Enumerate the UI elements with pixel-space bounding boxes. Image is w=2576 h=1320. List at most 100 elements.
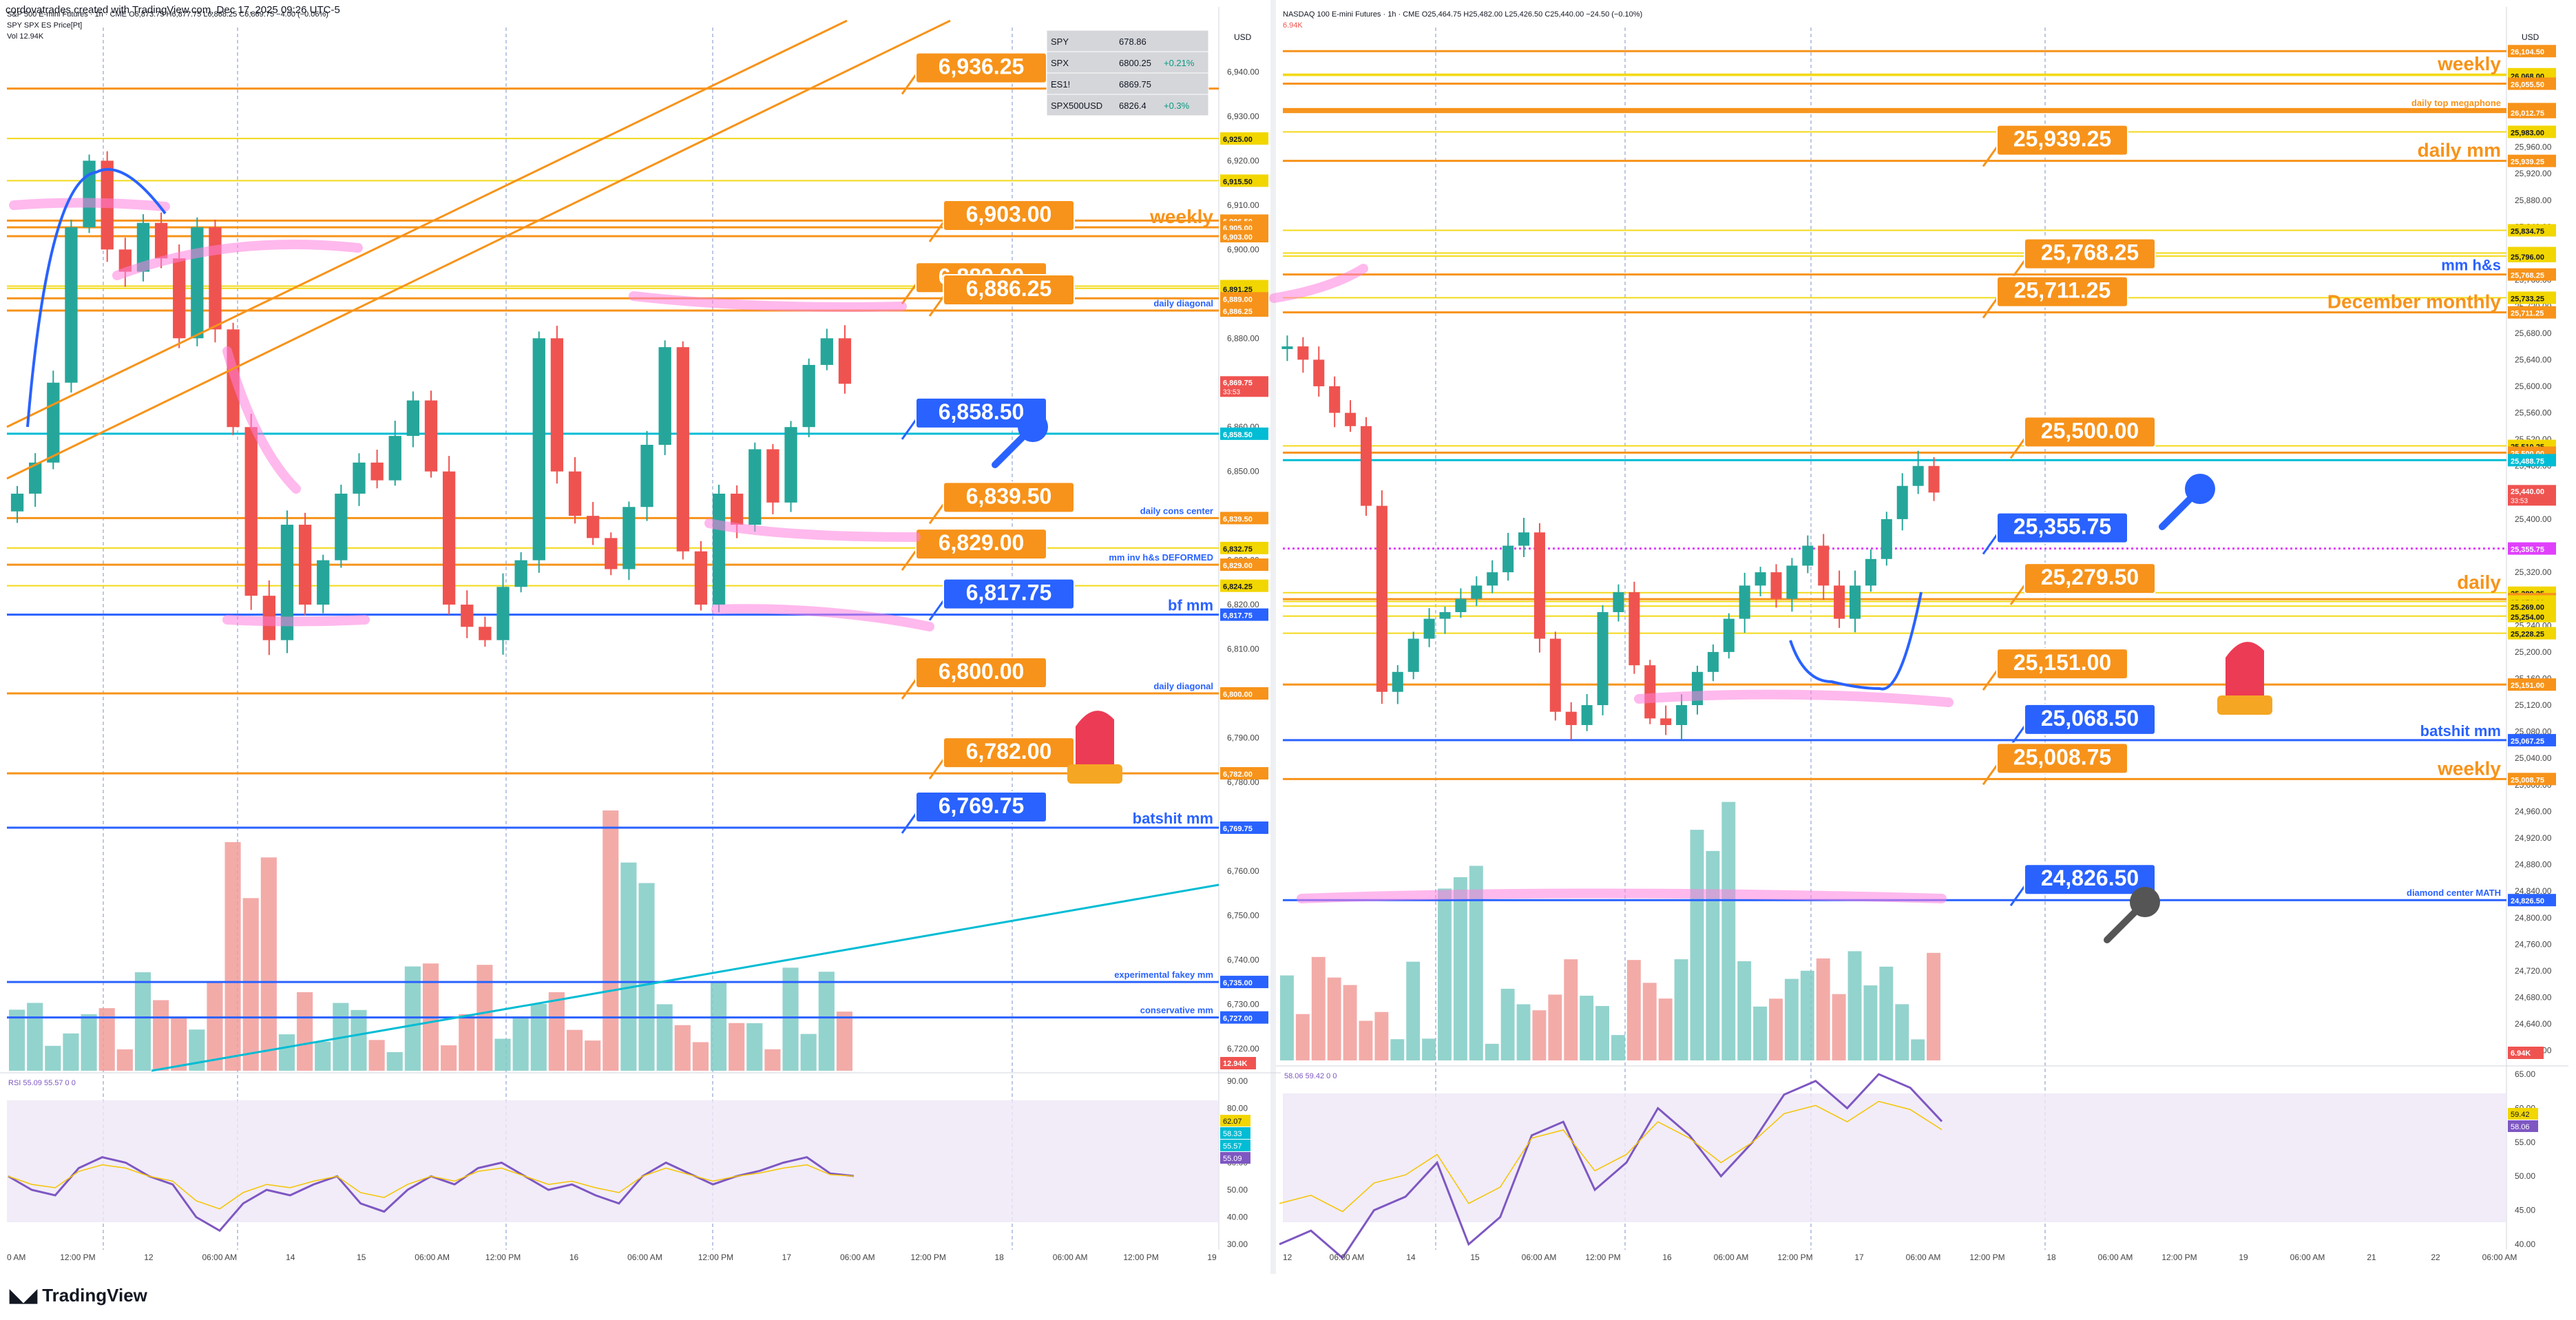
pink-highlight-stroke: [1634, 689, 1954, 707]
es-rsi-tick: 50.00: [1227, 1185, 1248, 1195]
es-rsi-tag: [1220, 1115, 1250, 1127]
es-callout-pointer: [928, 503, 945, 525]
es-callout-pointer: [901, 813, 917, 834]
lipstick-icon: [2226, 642, 2264, 695]
es-price-tick: 6,930.00: [1227, 112, 1259, 121]
orange-trendline: [6, 19, 951, 480]
es-price-callout-text: 6,782.00: [966, 739, 1052, 764]
es-candle: [47, 382, 60, 463]
nq-volume-bar: [1927, 952, 1940, 1060]
nq-level-tag: [2508, 45, 2556, 58]
es-volume-bar: [368, 1040, 385, 1071]
nq-volume-bar: [1611, 1035, 1625, 1060]
nq-candle: [1345, 412, 1357, 426]
nq-volume-bar: [1784, 978, 1799, 1060]
nq-candle: [1723, 618, 1735, 652]
es-volume-bar: [441, 1045, 457, 1071]
nq-level-tag-text: 25,733.25: [2511, 295, 2544, 303]
nq-rsi-tick: 45.00: [2515, 1206, 2535, 1215]
es-candle: [154, 222, 168, 259]
nq-price-tick: 25,680.00: [2515, 328, 2552, 338]
es-volume-header: Vol 12.94K: [7, 32, 44, 41]
es-time-tick: 0 AM: [7, 1253, 25, 1262]
nq-volume-bar: [1832, 994, 1846, 1060]
nq-time-tick: 06:00 AM: [1330, 1253, 1365, 1262]
nq-rsi-tag-text: 58.06: [2511, 1123, 2530, 1131]
es-volume-bar: [27, 1003, 43, 1071]
es-level-note: bf mm: [1168, 597, 1213, 614]
nq-level-tag-text: 25,488.75: [2511, 457, 2544, 465]
es-volume-bar: [242, 898, 259, 1071]
es-rsi-ma-line: [8, 1164, 855, 1210]
nq-volume-bar: [1453, 877, 1467, 1060]
es-volume-bar: [692, 1042, 709, 1071]
es-price-callout: [943, 200, 1075, 231]
es-volume-bar: [98, 1008, 115, 1071]
es-volume-bar: [171, 1017, 187, 1071]
es-candle: [406, 400, 420, 437]
nq-level-tag: [2508, 306, 2556, 319]
es-volume-bar: [63, 1033, 79, 1071]
nq-candle: [1597, 611, 1609, 706]
es-price-callout: [915, 657, 1047, 689]
nq-time-tick: 06:00 AM: [1714, 1253, 1749, 1262]
nq-candle: [1818, 545, 1830, 586]
nq-rsi-band: [1283, 1093, 2506, 1222]
es-last-price-tag: [1220, 376, 1268, 397]
nq-candle: [1928, 465, 1940, 493]
es-rsi-tick: 90.00: [1227, 1076, 1248, 1086]
nq-candle: [1834, 585, 1845, 619]
nq-volume-bar: [1532, 1010, 1547, 1060]
watchlist-row: [1046, 72, 1209, 95]
es-time-tick: 06:00 AM: [415, 1253, 450, 1262]
nq-rsi-tick: 55.00: [2515, 1138, 2535, 1147]
nq-level-note: weekly: [2437, 53, 2501, 74]
es-level-tag: [1220, 767, 1268, 780]
watchlist-table: SPY 678.86 SPX 6800.25 +0.21% ES1! 6869.75 SPX5…: [1046, 30, 1209, 116]
es-rsi-tag: [1220, 1140, 1250, 1151]
nq-candle: [1502, 545, 1514, 573]
nq-time-tick: 21: [2367, 1253, 2376, 1262]
es-level-tag-text: 6,891.25: [1223, 286, 1253, 294]
es-candle: [532, 338, 545, 561]
es-time-tick: 06:00 AM: [627, 1253, 662, 1262]
nq-candle: [1549, 638, 1561, 712]
es-time-tick: 14: [286, 1253, 295, 1262]
es-panel: S&P 500 E-mini Futures · 1h · CME O6,873…: [0, 7, 1281, 1262]
nq-price-tick: 25,640.00: [2515, 355, 2552, 364]
es-price-callout-text: 6,769.75: [939, 793, 1025, 818]
nq-candle: [1518, 532, 1530, 546]
es-time-tick: 17: [782, 1253, 792, 1262]
watchlist-change: +0.3%: [1164, 101, 1190, 111]
es-volume-bar: [207, 981, 223, 1071]
es-candle: [244, 427, 258, 596]
nq-level-tag-text: 26,012.75: [2511, 109, 2544, 118]
nq-candle: [1329, 386, 1341, 413]
es-volume-bar: [836, 1012, 852, 1071]
es-price-tick: 6,850.00: [1227, 467, 1259, 476]
es-candle: [587, 516, 600, 538]
nq-level-tag-text: 25,151.00: [2511, 682, 2544, 690]
nq-candle: [1471, 585, 1483, 599]
nq-callout-pointer: [1982, 534, 1998, 555]
es-level-tag-text: 6,858.50: [1223, 431, 1253, 439]
es-callout-pointer: [901, 284, 917, 305]
nq-callout-pointer: [1982, 764, 1998, 786]
pink-highlight-stroke: [222, 346, 301, 494]
nq-price-callout-text: 25,355.75: [2013, 514, 2111, 539]
nq-level-note: December monthly: [2327, 291, 2501, 313]
nq-volume-bar: [1847, 951, 1862, 1060]
blue-swing-drawing: [1789, 591, 1923, 691]
es-price-tick: 6,810.00: [1227, 645, 1259, 654]
pink-highlight-stroke: [9, 198, 170, 211]
es-candle: [83, 160, 96, 228]
nq-volume-bar: [1343, 985, 1357, 1060]
nq-level-note: mm h&s: [2441, 257, 2501, 274]
nq-time-tick: 22: [2431, 1253, 2440, 1262]
nq-panel: NASDAQ 100 E-mini Futures · 1h · CME O25…: [1276, 7, 2568, 1262]
nq-callout-pointer: [2009, 585, 2026, 606]
nq-time-tick: 12:00 PM: [1969, 1253, 2004, 1262]
es-level-tag: [1220, 230, 1268, 242]
es-currency-label: USD: [1234, 32, 1252, 42]
